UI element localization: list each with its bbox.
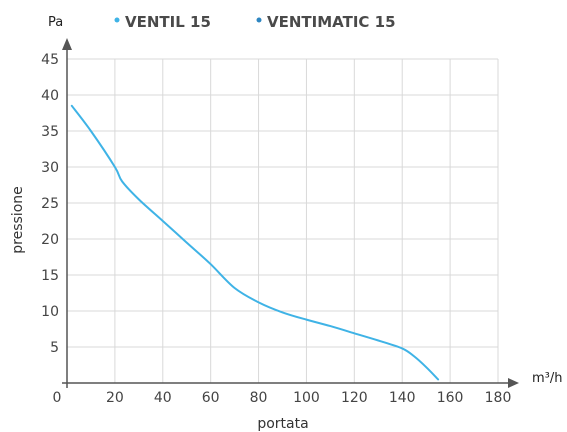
y-tick-label-45: 45 <box>41 52 59 68</box>
x-tick-label-100: 100 <box>293 390 320 406</box>
x-tick-label-80: 80 <box>250 390 268 406</box>
x-tick-label-60: 60 <box>202 390 220 406</box>
legend-marker-ventil-15 <box>114 17 120 23</box>
axes <box>62 38 519 388</box>
y-tick-label-10: 10 <box>41 304 59 320</box>
y-tick-label-35: 35 <box>41 124 59 140</box>
y-tick-label-15: 15 <box>41 268 59 284</box>
y-axis-arrow <box>62 38 72 50</box>
x-tick-labels: 0 20 40 60 80 100 120 140 160 180 <box>53 390 512 406</box>
x-tick-label-0: 0 <box>53 390 62 406</box>
y-axis-title: pressione <box>10 186 26 253</box>
x-tick-label-120: 120 <box>341 390 368 406</box>
series-line-0 <box>70 104 440 381</box>
legend-marker-ventimatic-15 <box>256 17 262 23</box>
grid <box>67 58 499 383</box>
x-tick-label-20: 20 <box>106 390 124 406</box>
y-tick-label-40: 40 <box>41 88 59 104</box>
legend: VENTIL 15 VENTIMATIC 15 <box>114 13 396 31</box>
x-tick-label-180: 180 <box>485 390 512 406</box>
y-tick-label-5: 5 <box>50 340 59 356</box>
y-tick-label-30: 30 <box>41 160 59 176</box>
x-axis-arrow <box>508 378 519 388</box>
x-unit-label: m³/h <box>532 371 563 386</box>
series-group <box>70 104 440 381</box>
y-unit-label: Pa <box>48 15 63 30</box>
y-tick-label-25: 25 <box>41 196 59 212</box>
legend-label-ventil-15: VENTIL 15 <box>125 13 211 31</box>
x-tick-label-40: 40 <box>154 390 172 406</box>
y-tick-label-20: 20 <box>41 232 59 248</box>
legend-label-ventimatic-15: VENTIMATIC 15 <box>267 13 396 31</box>
x-axis-title: portata <box>257 416 308 432</box>
x-tick-label-160: 160 <box>437 390 464 406</box>
x-tick-label-140: 140 <box>389 390 416 406</box>
y-tick-labels: 5 10 15 20 25 30 35 40 45 <box>41 52 59 356</box>
